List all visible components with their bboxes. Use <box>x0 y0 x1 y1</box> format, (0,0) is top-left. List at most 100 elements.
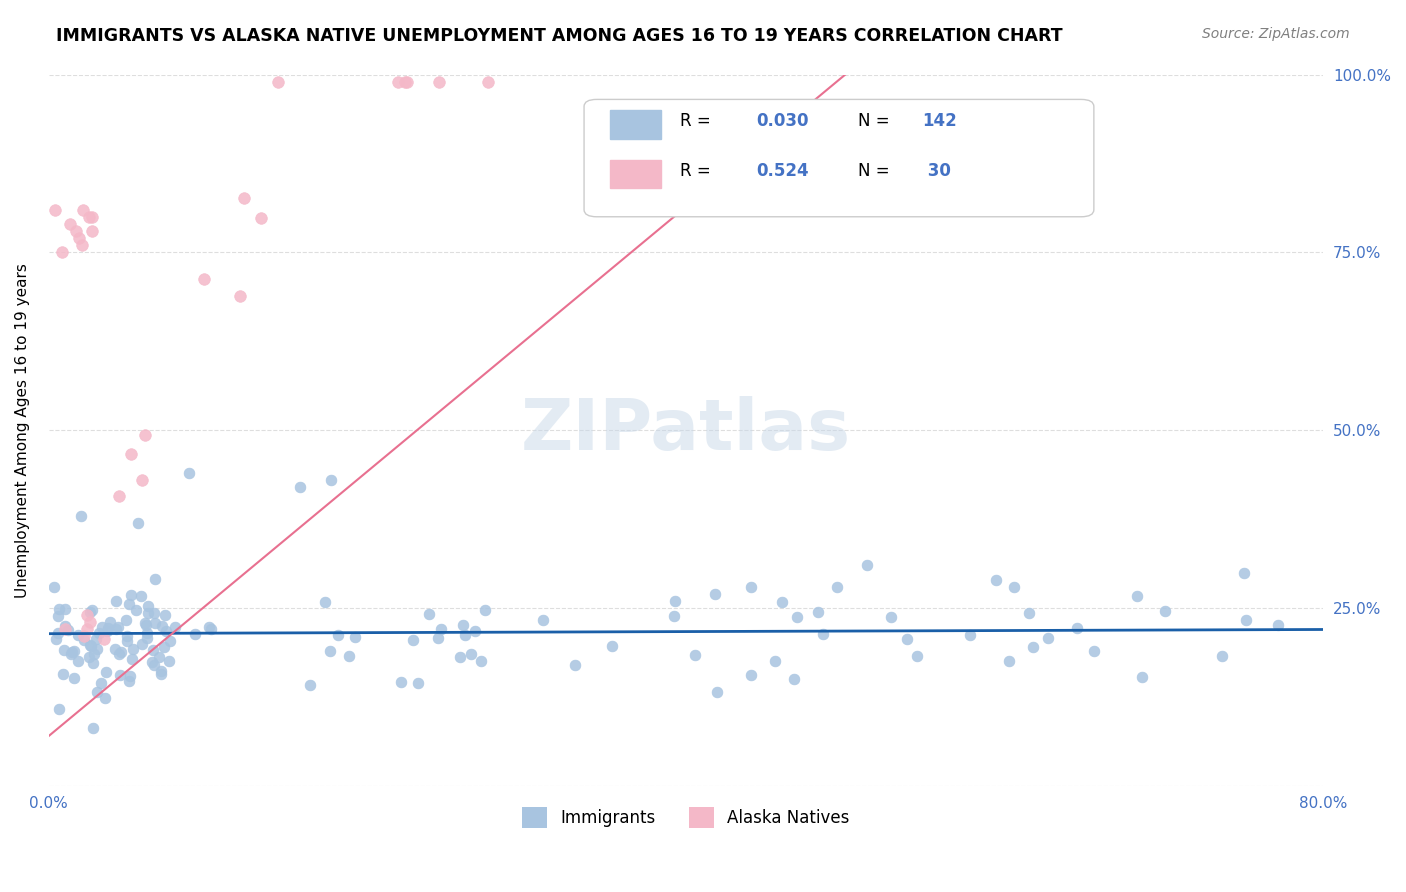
Point <box>1066 621 1088 635</box>
Point <box>108 647 131 661</box>
Point <box>42 580 65 594</box>
FancyBboxPatch shape <box>583 99 1094 217</box>
Point <box>136 631 159 645</box>
Point <box>453 618 475 632</box>
Point <box>430 623 453 637</box>
Point <box>879 610 901 624</box>
Point <box>314 594 336 608</box>
Point <box>86 641 108 656</box>
Point <box>143 657 166 672</box>
Point <box>159 634 181 648</box>
Point <box>82 224 104 238</box>
Text: ZIPatlas: ZIPatlas <box>522 396 851 465</box>
Text: Source: ZipAtlas.com: Source: ZipAtlas.com <box>1202 27 1350 41</box>
Point <box>82 603 104 617</box>
Point <box>110 645 132 659</box>
Point <box>706 685 728 699</box>
Point <box>664 608 686 623</box>
Point <box>343 630 366 644</box>
Point <box>115 613 138 627</box>
Point <box>56 623 79 637</box>
Point <box>48 701 70 715</box>
Point <box>288 480 311 494</box>
Point <box>856 558 879 573</box>
Point <box>449 650 471 665</box>
Point <box>80 210 103 224</box>
Point <box>76 608 98 623</box>
Point <box>80 640 103 654</box>
Point <box>427 75 450 89</box>
Point <box>96 624 118 638</box>
Point <box>1002 580 1025 594</box>
Point <box>48 602 70 616</box>
Point <box>150 619 173 633</box>
Point <box>232 191 254 205</box>
Point <box>84 632 107 646</box>
Point <box>229 289 252 303</box>
Point <box>143 607 166 621</box>
Point <box>740 668 762 682</box>
Point <box>1083 643 1105 657</box>
Point <box>127 516 149 530</box>
Text: R =: R = <box>679 161 716 179</box>
Point <box>1126 589 1149 603</box>
Point <box>53 619 76 633</box>
Legend: Immigrants, Alaska Natives: Immigrants, Alaska Natives <box>516 801 856 834</box>
Point <box>704 587 727 601</box>
Point <box>153 608 176 623</box>
Text: N =: N = <box>858 112 896 129</box>
Point <box>51 245 73 260</box>
Point <box>1233 566 1256 581</box>
Point <box>141 655 163 669</box>
Point <box>193 272 215 286</box>
Point <box>664 594 686 608</box>
Point <box>318 644 340 658</box>
Point <box>786 609 808 624</box>
Bar <box>610 160 661 188</box>
Point <box>53 623 76 637</box>
Point <box>389 675 412 690</box>
Text: 30: 30 <box>922 161 950 179</box>
Point <box>402 632 425 647</box>
Point <box>52 667 75 681</box>
Point <box>395 75 418 89</box>
Point <box>65 224 87 238</box>
Point <box>53 601 76 615</box>
Point <box>1267 617 1289 632</box>
Point <box>131 637 153 651</box>
Point <box>1234 613 1257 627</box>
Point <box>72 202 94 217</box>
Point <box>896 632 918 647</box>
Point <box>108 667 131 681</box>
Point <box>108 489 131 503</box>
Point <box>1154 604 1177 618</box>
Point <box>155 624 177 639</box>
Point <box>807 606 830 620</box>
Point <box>408 675 430 690</box>
Point <box>394 75 416 89</box>
Point <box>70 508 93 523</box>
Point <box>117 633 139 648</box>
Text: IMMIGRANTS VS ALASKA NATIVE UNEMPLOYMENT AMONG AGES 16 TO 19 YEARS CORRELATION C: IMMIGRANTS VS ALASKA NATIVE UNEMPLOYMENT… <box>56 27 1063 45</box>
Point <box>1022 640 1045 654</box>
Point <box>120 669 142 683</box>
Point <box>134 616 156 631</box>
Point <box>67 231 90 245</box>
Point <box>46 626 69 640</box>
Point <box>959 628 981 642</box>
Text: N =: N = <box>858 161 896 179</box>
Point <box>143 616 166 631</box>
Point <box>474 602 496 616</box>
Point <box>89 626 111 640</box>
Point <box>122 642 145 657</box>
Point <box>184 627 207 641</box>
Text: 0.030: 0.030 <box>756 112 808 129</box>
Point <box>531 613 554 627</box>
Point <box>82 721 104 735</box>
Point <box>118 597 141 611</box>
Point <box>1211 649 1233 664</box>
Point <box>453 628 475 642</box>
Point <box>86 684 108 698</box>
Point <box>83 647 105 661</box>
Point <box>97 621 120 635</box>
